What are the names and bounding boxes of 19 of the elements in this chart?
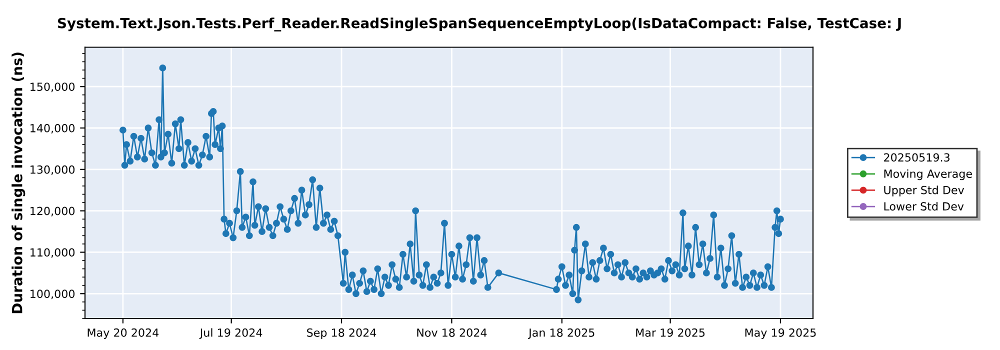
legend-label: 20250519.3 — [884, 153, 950, 162]
x-tick-label: Nov 18 2024 — [417, 328, 487, 337]
chart-title: System.Text.Json.Tests.Perf_Reader.ReadSingleSpanSequenceEmptyLoop(IsDataCompact: False, TestCase: J — [58, 18, 901, 32]
legend-label: Upper Std Dev — [884, 186, 964, 196]
y-tick-label: 110,000 — [30, 248, 75, 258]
y-axis-title: Duration of single invocation (ns) — [12, 52, 26, 314]
x-tick-label: May 19 2025 — [745, 328, 816, 339]
legend-label: Lower Std Dev — [884, 202, 964, 211]
y-tick-label: 100,000 — [30, 290, 75, 300]
x-tick-label: Jul 19 2024 — [199, 328, 262, 339]
legend-label: Moving Average — [884, 169, 972, 180]
y-tick-label: 130,000 — [30, 165, 75, 175]
x-tick-label: Mar 19 2025 — [636, 328, 705, 337]
x-tick-label: Jan 18 2025 — [528, 328, 594, 339]
x-tick-label: May 20 2024 — [88, 328, 159, 339]
y-tick-label: 120,000 — [30, 206, 75, 216]
x-tick-label: Sep 18 2024 — [307, 328, 376, 339]
y-tick-label: 140,000 — [30, 124, 75, 134]
y-tick-label: 150,000 — [30, 82, 75, 92]
